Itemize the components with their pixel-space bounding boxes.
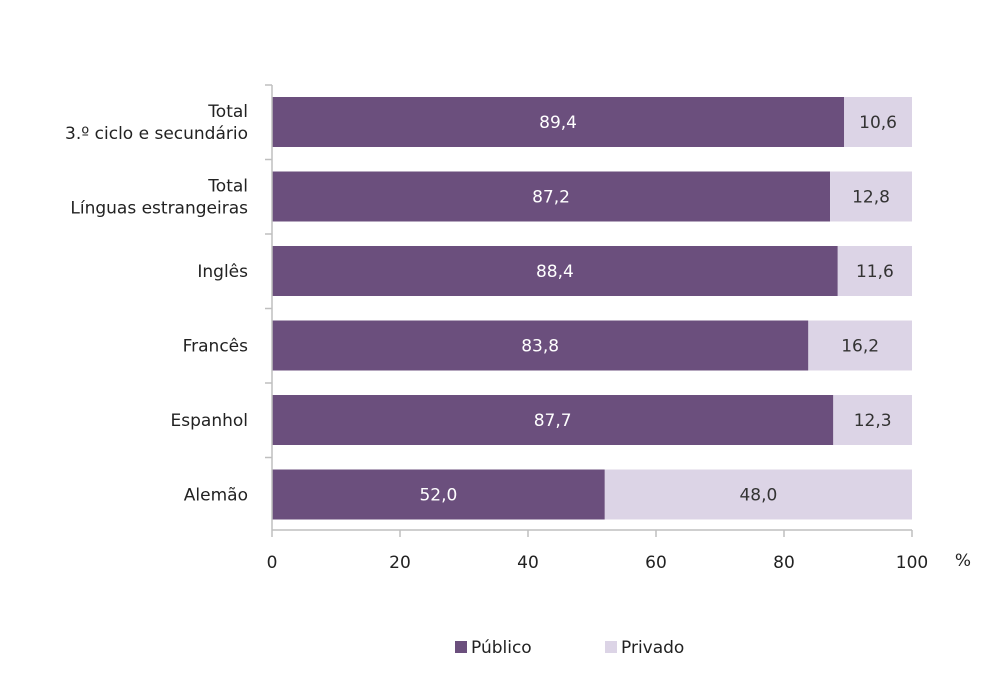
data-label: 89,4	[539, 113, 577, 133]
x-tick-label: 0	[267, 553, 278, 573]
data-label: 52,0	[419, 486, 457, 506]
x-axis-unit: %	[955, 551, 971, 571]
category-label: Alemão	[184, 486, 248, 506]
bars-layer: 89,4 10,6 87,2 12,8 88,4 11,6 83,8 16,2 87,7 12,3…	[272, 97, 912, 520]
data-label: 11,6	[856, 262, 894, 282]
x-tick-label: 40	[517, 553, 539, 573]
x-tick-label: 60	[645, 553, 667, 573]
x-tick-label: 20	[389, 553, 411, 573]
legend-label: Privado	[621, 638, 684, 658]
x-tick-label: 100	[896, 553, 928, 573]
bar-publico	[272, 320, 809, 371]
bar-publico	[272, 171, 831, 222]
legend-swatch-privado	[605, 641, 617, 653]
legend-swatch-publico	[455, 641, 467, 653]
legend: Público Privado	[455, 638, 684, 658]
data-label: 12,8	[852, 188, 890, 208]
category-label: Inglês	[197, 262, 248, 282]
bar-publico	[272, 469, 605, 520]
data-label: 87,7	[534, 411, 572, 431]
legend-label: Público	[471, 638, 532, 658]
category-label: Total 3.º ciclo e secundário	[65, 102, 248, 144]
bar-privado	[833, 395, 912, 445]
bar-publico	[272, 395, 834, 445]
data-label: 83,8	[521, 337, 559, 357]
data-label: 12,3	[854, 411, 892, 431]
bar-privado	[830, 171, 912, 222]
x-axis: 0 20 40 60 80 100%	[265, 84, 971, 573]
data-label: 16,2	[841, 337, 879, 357]
bar-privado	[604, 469, 912, 520]
x-tick-label: 80	[773, 553, 795, 573]
category-labels: Total 3.º ciclo e secundário Total Línguas …	[65, 102, 248, 506]
bar-privado	[844, 97, 912, 147]
bar-privado	[808, 320, 912, 371]
bar-publico	[272, 246, 838, 296]
category-label: Total Línguas estrangeiras	[70, 177, 248, 219]
data-label: 48,0	[739, 486, 777, 506]
data-label: 87,2	[532, 188, 570, 208]
category-label: Espanhol	[171, 411, 248, 431]
bar-publico	[272, 97, 845, 147]
bar-privado	[837, 246, 912, 296]
data-label: 10,6	[859, 113, 897, 133]
data-label: 88,4	[536, 262, 574, 282]
category-label: Francês	[183, 337, 249, 357]
